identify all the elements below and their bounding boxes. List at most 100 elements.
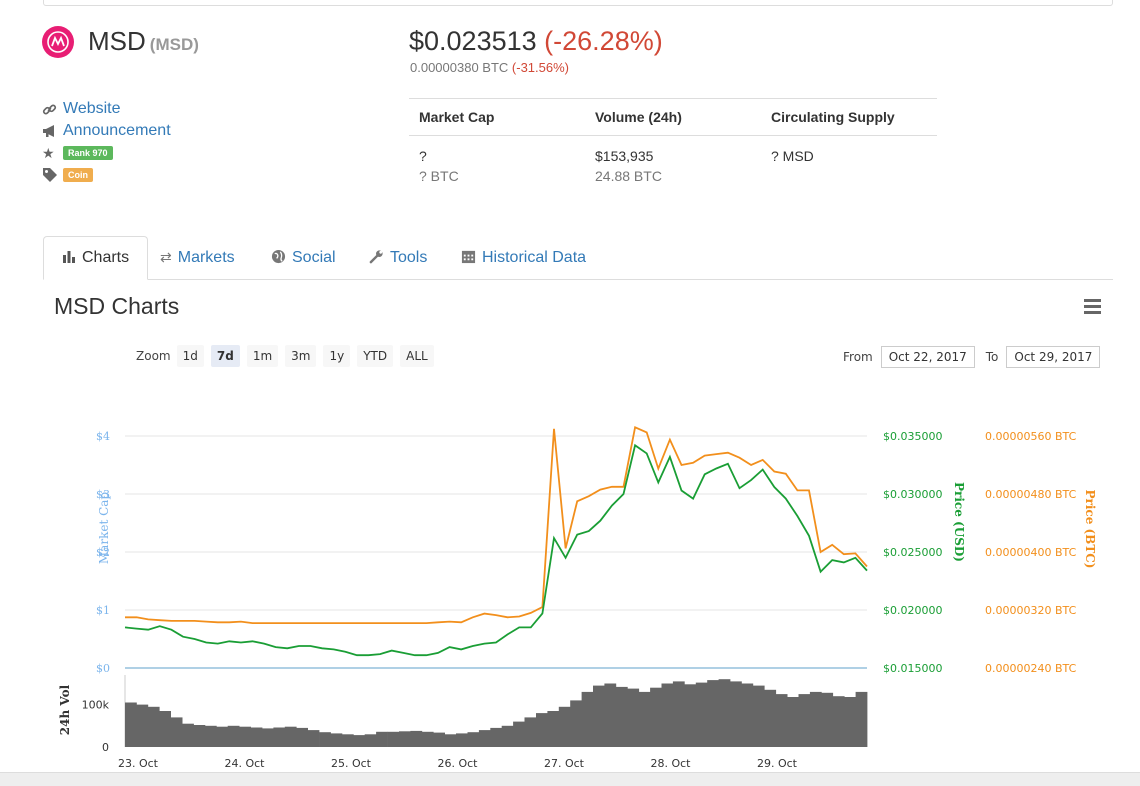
volume-bar	[798, 694, 811, 747]
tab-tools-label: Tools	[390, 248, 428, 266]
x-axis-label: 29. Oct	[757, 757, 798, 770]
zoom-all-button[interactable]: ALL	[400, 345, 434, 367]
volume-bar	[741, 683, 754, 747]
bar-chart-icon	[62, 250, 76, 266]
volume-bar	[661, 683, 674, 747]
stats-table: Market Cap Volume (24h) Circulating Supp…	[409, 98, 937, 184]
tab-bar: Charts ⇄ Markets Social Tools Historical …	[43, 236, 1113, 280]
x-axis-label: 28. Oct	[650, 757, 691, 770]
header-supply: Circulating Supply	[771, 109, 895, 125]
btc-axis-tick: 0.00000400 BTC	[985, 546, 1077, 559]
volume-bar	[444, 734, 457, 747]
volume-bar	[376, 731, 388, 747]
volume-bar	[216, 726, 229, 747]
to-label: To	[985, 350, 999, 364]
volume-axis-tick: 100k	[82, 699, 110, 712]
volume-bar	[364, 734, 377, 747]
calendar-icon	[461, 249, 476, 267]
globe-icon	[271, 249, 286, 267]
usd-axis-tick: $0.025000	[883, 546, 943, 559]
usd-axis-title: Price (USD)	[952, 482, 966, 562]
btc-axis-tick: 0.00000240 BTC	[985, 662, 1077, 675]
zoom-controls: Zoom 1d 7d 1m 3m 1y YTD ALL	[136, 345, 441, 367]
volume-bar	[547, 711, 560, 747]
to-date-input[interactable]: Oct 29, 2017	[1006, 346, 1101, 368]
from-date-input[interactable]: Oct 22, 2017	[880, 346, 975, 368]
price-btc-value: 0.00000380 BTC	[410, 60, 509, 75]
volume-bar	[832, 696, 845, 747]
tab-social[interactable]: Social	[253, 236, 354, 279]
volume-bar	[136, 704, 149, 747]
volume-bar	[125, 702, 137, 747]
volume-bar	[570, 700, 582, 747]
btc-price-line	[125, 426, 868, 624]
zoom-1d-button[interactable]: 1d	[176, 345, 204, 367]
tab-charts[interactable]: Charts	[43, 236, 149, 280]
zoom-3m-button[interactable]: 3m	[285, 345, 317, 367]
volume-bar	[433, 732, 445, 747]
volume-bar	[193, 725, 206, 747]
volume-bar	[159, 711, 171, 747]
volume-bar	[147, 706, 160, 747]
bullhorn-icon	[42, 124, 60, 138]
x-axis-label: 25. Oct	[331, 757, 372, 770]
volume-bar	[239, 726, 251, 747]
announcement-link[interactable]: Announcement	[63, 122, 171, 139]
tab-markets[interactable]: ⇄ Markets	[142, 236, 253, 279]
zoom-1m-button[interactable]: 1m	[246, 345, 279, 367]
volume-bar	[821, 692, 834, 747]
volume-bar	[764, 689, 777, 747]
left-axis-tick: $2	[96, 546, 110, 559]
btc-axis-title: Price (BTC)	[1083, 489, 1097, 568]
volume-bar	[855, 691, 868, 747]
volume-bar	[650, 687, 662, 747]
left-axis-tick: $3	[96, 488, 110, 501]
tab-historical-label: Historical Data	[482, 248, 587, 266]
volume-bar	[513, 721, 525, 747]
volume-bar	[170, 717, 183, 747]
tab-tools[interactable]: Tools	[351, 236, 445, 279]
volume-btc: 24.88 BTC	[595, 168, 662, 184]
left-axis-tick: $1	[96, 604, 110, 617]
left-axis-tick: $0	[96, 662, 110, 675]
volume-bar	[410, 730, 423, 747]
volume-bar	[787, 697, 799, 747]
volume-bar	[456, 733, 468, 747]
tab-historical-data[interactable]: Historical Data	[443, 236, 604, 279]
x-axis-label: 27. Oct	[544, 757, 585, 770]
coin-title: MSD (MSD)	[88, 26, 199, 57]
zoom-ytd-button[interactable]: YTD	[357, 345, 394, 367]
exchange-icon: ⇄	[160, 249, 172, 265]
supply-cell: ? MSD	[761, 148, 937, 184]
volume-bar	[421, 731, 434, 747]
volume-bar	[615, 686, 628, 747]
star-icon: ★	[42, 144, 55, 161]
zoom-7d-button[interactable]: 7d	[210, 345, 240, 367]
btc-axis-tick: 0.00000320 BTC	[985, 604, 1077, 617]
coin-links: Website Announcement ★ Rank 970 Coin	[42, 98, 171, 186]
volume-bar	[581, 691, 594, 747]
price-btc: 0.00000380 BTC (-31.56%)	[410, 60, 569, 75]
coin-symbol: (MSD)	[149, 35, 199, 54]
volume-bar	[775, 694, 788, 747]
price-usd-value: $0.023513	[409, 26, 537, 56]
website-link[interactable]: Website	[63, 100, 121, 117]
tab-charts-label: Charts	[82, 249, 130, 266]
volume-bar	[319, 732, 331, 747]
chart-menu-icon[interactable]	[1084, 299, 1101, 317]
volume-bar	[341, 734, 354, 747]
volume-bar	[284, 726, 297, 747]
x-axis-label: 23. Oct	[118, 757, 159, 770]
stats-header-row: Market Cap Volume (24h) Circulating Supp…	[409, 99, 937, 136]
x-axis-label: 26. Oct	[437, 757, 478, 770]
volume-bar	[307, 730, 320, 747]
volume-bar	[204, 725, 217, 747]
circulating-supply: ? MSD	[771, 148, 814, 164]
type-badge: Coin	[63, 168, 93, 182]
usd-axis-tick: $0.020000	[883, 604, 943, 617]
coin-name: MSD	[88, 26, 146, 56]
usd-axis-tick: $0.030000	[883, 488, 943, 501]
zoom-1y-button[interactable]: 1y	[323, 345, 351, 367]
market-cap-cell: ? ? BTC	[409, 148, 585, 184]
usd-axis-tick: $0.035000	[883, 430, 943, 443]
